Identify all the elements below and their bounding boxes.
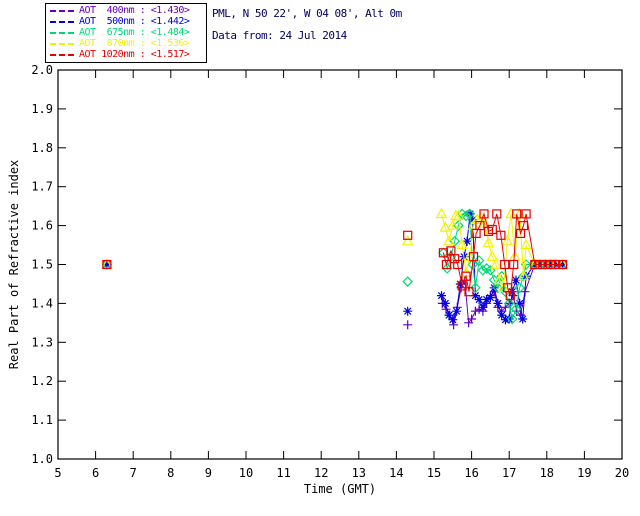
y-axis: 1.0 1.1 1.2 1.3 1.4 1.5 1.6 1.7 1.8 1.9 2.0 Real Pa… <box>7 63 622 466</box>
x-tick-label: 14 <box>389 466 403 480</box>
x-tick-label: 10 <box>239 466 253 480</box>
legend-label: AOT 1020nm : <1.517> <box>79 49 190 60</box>
data-date-text: Data from: 24 Jul 2014 <box>212 29 347 42</box>
x-tick-label: 18 <box>540 466 554 480</box>
x-tick-label: 11 <box>276 466 290 480</box>
legend-line-sample <box>50 42 74 45</box>
legend-item-4: AOT 1020nm : <1.517> <box>50 49 206 60</box>
legend-line-sample <box>50 9 74 12</box>
x-tick-label: 15 <box>427 466 441 480</box>
x-tick-label: 5 <box>54 466 61 480</box>
x-tick-label: 9 <box>205 466 212 480</box>
y-tick-label: 1.7 <box>31 180 53 194</box>
legend-label: AOT 500nm : <1.442> <box>79 16 190 27</box>
chart-header: PML, N 50 22', W 04 08', Alt 0m Data fro… <box>212 7 402 51</box>
x-axis-title: Time (GMT) <box>304 482 376 496</box>
y-tick-label: 1.8 <box>31 141 53 155</box>
y-axis-title: Real Part of Refractive index <box>7 160 21 370</box>
y-tick-label: 1.1 <box>31 413 53 427</box>
x-axis: 5 6 7 8 9 10 11 12 13 14 15 16 17 18 19 20 Time (GMT) <box>54 70 629 496</box>
y-tick-label: 1.5 <box>31 258 53 272</box>
chart-legend: AOT 400nm : <1.430> AOT 500nm : <1.442> AO… <box>45 3 207 63</box>
y-tick-label: 1.3 <box>31 335 53 349</box>
legend-label: AOT 400nm : <1.430> <box>79 5 190 16</box>
x-tick-label: 6 <box>92 466 99 480</box>
legend-item-0: AOT 400nm : <1.430> <box>50 5 206 16</box>
x-tick-label: 20 <box>615 466 629 480</box>
series-aot-1020nm <box>102 209 568 301</box>
x-tick-label: 8 <box>167 466 174 480</box>
y-tick-label: 1.4 <box>31 296 53 310</box>
legend-line-sample <box>50 20 74 23</box>
series-aot-870nm <box>101 207 569 292</box>
x-tick-label: 19 <box>577 466 591 480</box>
y-tick-label: 1.0 <box>31 452 53 466</box>
y-tick-label: 1.2 <box>31 374 53 388</box>
x-tick-label: 12 <box>314 466 328 480</box>
legend-item-2: AOT 675nm : <1.484> <box>50 27 206 38</box>
station-location-text: PML, N 50 22', W 04 08', Alt 0m <box>212 7 402 20</box>
y-tick-label: 2.0 <box>31 63 53 77</box>
x-tick-label: 17 <box>502 466 516 480</box>
legend-label: AOT 675nm : <1.484> <box>79 27 190 38</box>
y-tick-label: 1.9 <box>31 102 53 116</box>
legend-label: AOT 870nm : <1.536> <box>79 38 190 49</box>
legend-line-sample <box>50 53 74 56</box>
legend-line-sample <box>50 31 74 34</box>
legend-item-1: AOT 500nm : <1.442> <box>50 16 206 27</box>
series-aot-500nm <box>102 209 568 325</box>
legend-item-3: AOT 870nm : <1.536> <box>50 38 206 49</box>
y-tick-label: 1.6 <box>31 219 53 233</box>
x-tick-label: 13 <box>352 466 366 480</box>
x-tick-label: 7 <box>130 466 137 480</box>
x-tick-label: 16 <box>464 466 478 480</box>
